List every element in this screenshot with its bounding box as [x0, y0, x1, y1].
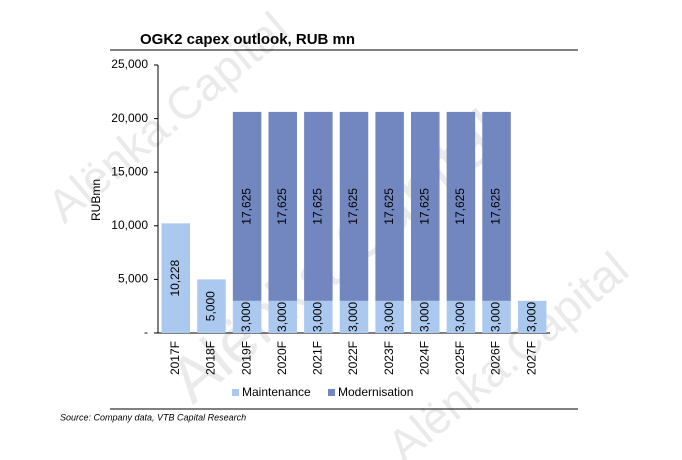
bar-segment — [304, 111, 333, 301]
value-label: 17,625 — [346, 188, 360, 225]
value-label: 17,625 — [275, 188, 289, 225]
value-label: 5,000 — [204, 291, 218, 321]
bar-segment — [304, 300, 333, 333]
y-axis-label: RUBmn — [89, 179, 103, 221]
value-label: 10,228 — [168, 260, 182, 297]
x-tick-label: 2023F — [382, 341, 396, 375]
bar-segment — [446, 300, 476, 333]
y-tick-label: 25,000 — [111, 57, 148, 71]
y-tick-label: 5,000 — [118, 272, 148, 286]
bar-segment — [268, 111, 297, 301]
bar-segment — [482, 111, 511, 301]
legend-label: Modernisation — [338, 385, 413, 399]
bar-segment — [339, 300, 369, 333]
x-tick-label: 2025F — [453, 341, 467, 375]
chart-title: OGK2 capex outlook, RUB mn — [140, 31, 355, 48]
x-tick-label: 2018F — [204, 341, 218, 375]
bar-segment — [375, 300, 404, 333]
bar-segment — [268, 300, 297, 333]
value-label: 3,000 — [453, 302, 467, 332]
bar-segment — [446, 111, 476, 301]
value-label: 3,000 — [275, 302, 289, 332]
legend-label: Maintenance — [242, 385, 311, 399]
x-tick-label: 2022F — [346, 341, 360, 375]
bar-segment — [161, 223, 191, 333]
y-tick-label: 10,000 — [111, 218, 148, 232]
bar-segment — [517, 300, 547, 333]
value-label: 17,625 — [417, 188, 431, 225]
y-tick-label: 15,000 — [111, 164, 148, 178]
value-label: 3,000 — [417, 302, 431, 332]
bar-segment — [375, 111, 404, 301]
value-label: 17,625 — [382, 188, 396, 225]
x-tick-label: 2024F — [417, 341, 431, 375]
y-tick-label: - — [144, 325, 148, 339]
y-tick-label: 20,000 — [111, 111, 148, 125]
x-tick-label: 2017F — [168, 341, 182, 375]
value-label: 3,000 — [524, 302, 538, 332]
value-label: 3,000 — [489, 302, 503, 332]
bar-segment — [411, 300, 440, 333]
x-tick-label: 2020F — [275, 341, 289, 375]
bar-segment — [232, 111, 262, 301]
bar-segment — [339, 111, 369, 301]
value-label: 17,625 — [239, 188, 253, 225]
value-label: 3,000 — [311, 302, 325, 332]
source-note: Source: Company data, VTB Capital Resear… — [60, 412, 246, 422]
value-label: 17,625 — [453, 188, 467, 225]
x-tick-label: 2021F — [311, 341, 325, 375]
bar-segment — [197, 279, 226, 333]
x-tick-label: 2026F — [489, 341, 503, 375]
bar-segment — [482, 300, 511, 333]
bar-segment — [411, 111, 440, 301]
x-tick-label: 2027F — [524, 341, 538, 375]
value-label: 3,000 — [239, 302, 253, 332]
legend-swatch — [232, 389, 239, 396]
value-label: 17,625 — [489, 188, 503, 225]
value-label: 3,000 — [382, 302, 396, 332]
x-tick-label: 2019F — [239, 341, 253, 375]
value-label: 17,625 — [311, 188, 325, 225]
legend-swatch — [328, 389, 335, 396]
bar-segment — [232, 300, 262, 333]
value-label: 3,000 — [346, 302, 360, 332]
